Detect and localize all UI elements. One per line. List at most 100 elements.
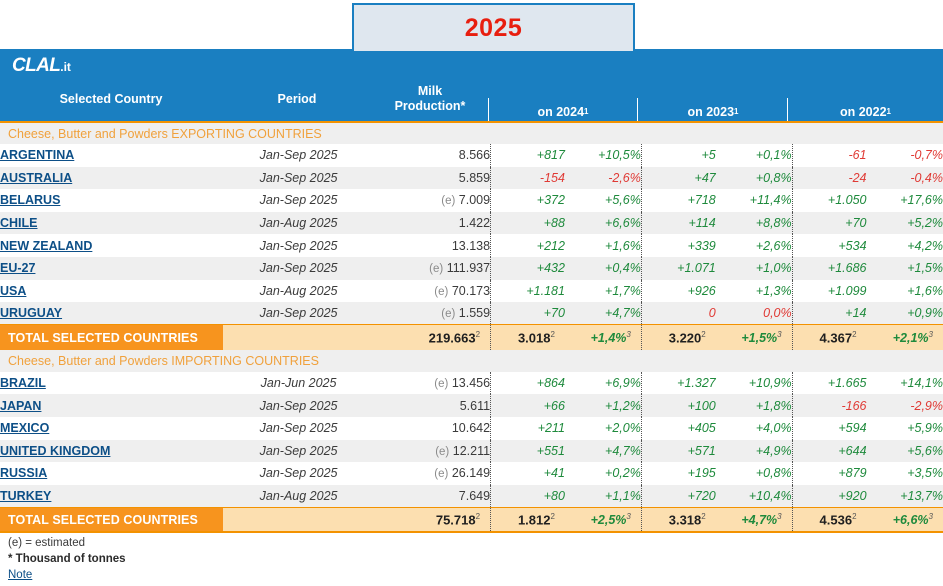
- milk-value: 1.422: [458, 216, 491, 231]
- country-cell[interactable]: JAPAN: [0, 394, 223, 417]
- estimated-marker: (e): [441, 308, 456, 321]
- milk-value: 70.173: [451, 283, 491, 298]
- country-link[interactable]: BELARUS: [0, 193, 61, 208]
- var-2022-cell: +3,5%: [907, 466, 943, 481]
- vol-2022-cell: -61: [848, 148, 867, 163]
- section-title: Cheese, Butter and Powders EXPORTING COU…: [0, 121, 943, 144]
- clal-logo[interactable]: CLAL.it: [12, 55, 71, 77]
- country-cell[interactable]: RUSSIA: [0, 462, 223, 485]
- period-cell: Jan-Sep 2025: [259, 238, 338, 253]
- country-link[interactable]: AUSTRALIA: [0, 170, 73, 185]
- var-2023-cell: +8,8%: [715, 211, 793, 235]
- country-cell[interactable]: URUGUAY: [0, 302, 223, 325]
- group-header-on-2023-sup: 1: [734, 107, 739, 116]
- total-vol-2023-sup: 2: [701, 329, 706, 339]
- total-milk-sup: 2: [475, 511, 481, 521]
- total-milk-value: 75.718: [435, 512, 476, 528]
- subheader-2023-vol-label: ± vol.: [660, 142, 690, 154]
- table-row: RUSSIA Jan-Sep 2025 (e) 26.149 +41 +0,2% +195…: [0, 462, 943, 485]
- table-row: MEXICO Jan-Sep 2025 10.642 +211 +2,0% +405 +4,…: [0, 416, 943, 440]
- vol-2023-cell: +571: [687, 443, 716, 458]
- country-cell[interactable]: USA: [0, 280, 223, 303]
- country-link[interactable]: CHILE: [0, 216, 38, 231]
- vol-2023-cell: +1.071: [677, 261, 716, 276]
- period-cell: Jan-Sep 2025: [259, 170, 338, 185]
- table-header-band: CLAL.it Selected Country Period Milk Pro…: [0, 49, 943, 170]
- table-row: TURKEY Jan-Aug 2025 7.649 +80 +1,1% +720 +10,4…: [0, 484, 943, 508]
- milk-value: 12.211: [452, 443, 491, 458]
- total-vol-2022-value: 4.536: [819, 512, 853, 528]
- country-link[interactable]: USA: [0, 283, 27, 298]
- total-vol-2023-value: 3.318: [668, 512, 702, 528]
- milk-production-cell: (e) 13.456: [373, 371, 492, 395]
- country-cell[interactable]: BRAZIL: [0, 372, 223, 395]
- vol-2023-cell: +5: [701, 148, 716, 163]
- section-title-row: Cheese, Butter and Powders EXPORTING COU…: [0, 121, 943, 144]
- milk-value: 7.009: [458, 193, 491, 208]
- total-vol-2024-sup: 2: [550, 329, 555, 339]
- group-header-on-2023: on 2023 1: [638, 98, 788, 125]
- var-2024-cell: -2,6%: [564, 166, 642, 190]
- country-link[interactable]: UNITED KINGDOM: [0, 443, 111, 458]
- var-2024-cell: +4,7%: [564, 439, 642, 463]
- country-link[interactable]: TURKEY: [0, 488, 52, 503]
- total-vol-2022: 4.3672: [792, 324, 867, 350]
- var-2024-cell: +6,9%: [564, 371, 642, 395]
- country-cell[interactable]: NEW ZEALAND: [0, 234, 223, 257]
- vol-2024-cell: +1.181: [526, 283, 565, 298]
- total-var-2023: +4,7%3: [715, 506, 793, 534]
- country-cell[interactable]: MEXICO: [0, 417, 223, 440]
- column-header-period-label: Period: [277, 91, 317, 106]
- vol-2024-cell: -154: [539, 170, 565, 185]
- estimated-marker: (e): [434, 468, 449, 481]
- total-vol-2024: 3.0182: [490, 324, 565, 350]
- total-vol-2023-value: 3.220: [668, 330, 702, 346]
- country-cell[interactable]: UNITED KINGDOM: [0, 440, 223, 463]
- total-var-2024-value: +2,5%: [590, 513, 627, 528]
- group-header-on-2024-sup: 1: [584, 107, 589, 116]
- country-link[interactable]: NEW ZEALAND: [0, 238, 93, 253]
- column-header-period: Period: [222, 77, 372, 121]
- country-link[interactable]: URUGUAY: [0, 306, 63, 321]
- var-2022-cell: -0,4%: [910, 170, 943, 185]
- country-link[interactable]: ARGENTINA: [0, 148, 75, 163]
- country-cell[interactable]: ARGENTINA: [0, 144, 223, 167]
- group-header-on-2024: on 2024 1: [488, 98, 638, 125]
- country-link[interactable]: MEXICO: [0, 421, 50, 436]
- section-title-row: Cheese, Butter and Powders IMPORTING COU…: [0, 349, 943, 372]
- period-cell: Jan-Sep 2025: [259, 443, 338, 458]
- var-2024-cell: +0,4%: [564, 256, 642, 280]
- vol-2024-cell: +212: [536, 238, 565, 253]
- var-2023-cell: +1,8%: [715, 394, 793, 417]
- total-var-2024-sup: 3: [626, 511, 631, 521]
- estimated-marker: (e): [434, 285, 449, 298]
- milk-value: 13.456: [451, 376, 491, 391]
- country-cell[interactable]: BELARUS: [0, 189, 223, 212]
- country-cell[interactable]: TURKEY: [0, 485, 223, 508]
- vol-2024-cell: +372: [536, 193, 565, 208]
- group-header-on-2022-sup: 1: [886, 107, 891, 116]
- period-cell: Jan-Sep 2025: [259, 261, 338, 276]
- total-label: TOTAL SELECTED COUNTRIES: [0, 324, 224, 350]
- vol-2022-cell: +1.099: [827, 283, 867, 298]
- country-cell[interactable]: EU-27: [0, 257, 223, 280]
- milk-value: 1.559: [458, 306, 491, 321]
- var-2023-cell: +10,4%: [715, 484, 793, 508]
- country-link[interactable]: RUSSIA: [0, 466, 48, 481]
- milk-production-cell: (e) 111.937: [373, 256, 492, 280]
- total-var-2024-value: +1,4%: [590, 331, 627, 346]
- logo-name: CLAL: [12, 55, 61, 76]
- var-2022-cell: +5,9%: [907, 421, 943, 436]
- note-link[interactable]: Note: [8, 568, 33, 581]
- country-cell[interactable]: AUSTRALIA: [0, 167, 223, 190]
- column-header-milk-production: Milk Production*: [372, 77, 488, 121]
- milk-production-cell: (e) 1.559: [373, 302, 492, 325]
- country-link[interactable]: BRAZIL: [0, 376, 46, 391]
- period-cell: Jan-Sep 2025: [259, 306, 338, 321]
- vol-2022-cell: +879: [838, 466, 867, 481]
- vol-2023-cell: +926: [687, 283, 716, 298]
- country-link[interactable]: JAPAN: [0, 398, 42, 413]
- country-cell[interactable]: CHILE: [0, 212, 223, 235]
- country-link[interactable]: EU-27: [0, 261, 36, 276]
